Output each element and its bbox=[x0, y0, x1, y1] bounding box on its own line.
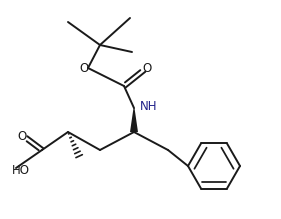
Polygon shape bbox=[130, 108, 138, 132]
Text: HO: HO bbox=[12, 164, 30, 177]
Text: O: O bbox=[17, 129, 27, 143]
Text: NH: NH bbox=[140, 101, 157, 113]
Text: O: O bbox=[79, 62, 89, 76]
Text: O: O bbox=[142, 62, 152, 76]
